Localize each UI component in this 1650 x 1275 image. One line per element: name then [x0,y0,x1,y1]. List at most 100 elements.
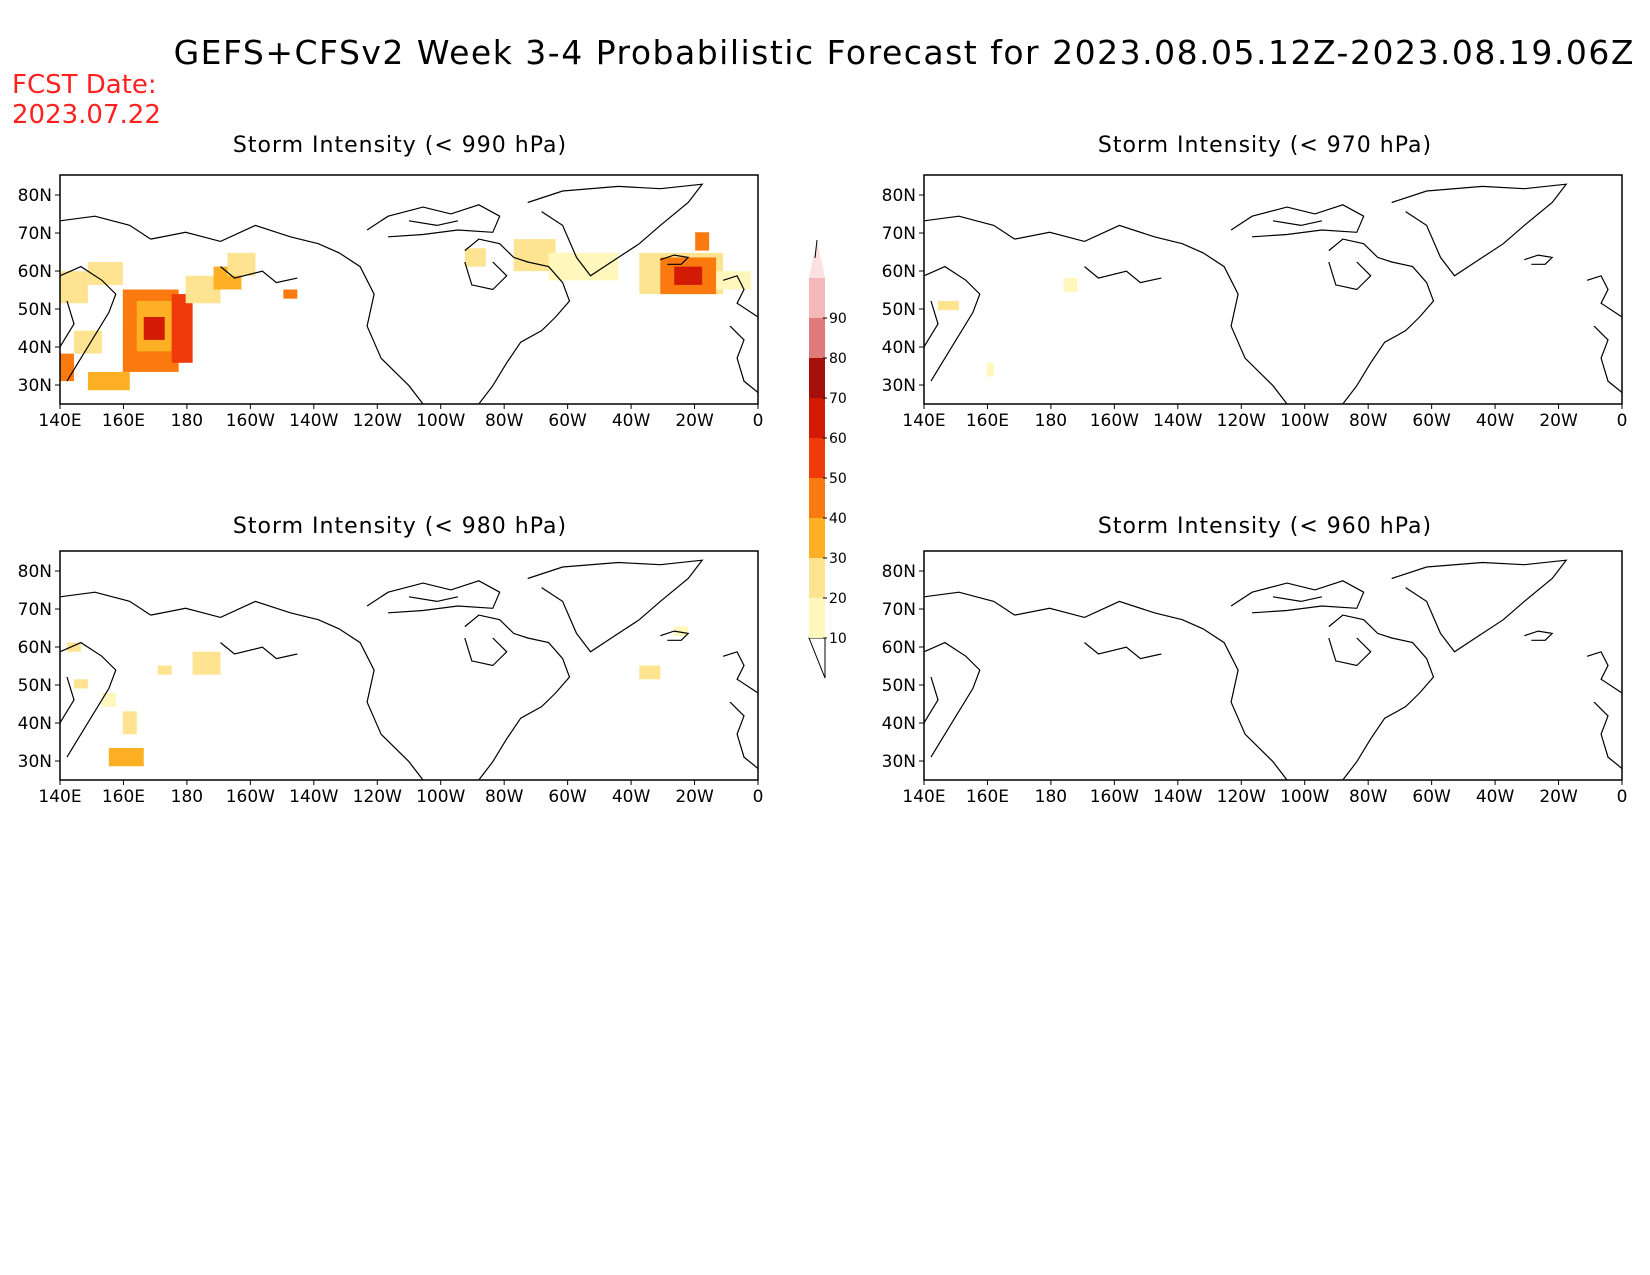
lat-tick-label: 40N [882,714,916,734]
coastline-segment [923,591,1016,616]
panel-990: Storm Intensity (< 990 hPa) 80N 70N 60N 50N… [18,133,764,431]
coastline-segment [464,637,508,667]
panel-970: Storm Intensity (< 970 hPa) 80N 70N 60N 50N… [882,133,1628,431]
coastline-segment [660,254,690,265]
colorbar-box [809,518,825,558]
coastline-segment [1391,559,1568,653]
coastline-segment [1230,580,1365,614]
probability-patch [73,330,102,354]
coastline-980 [59,559,759,781]
lon-tick-label: 80W [485,411,524,431]
coastline-segment [1328,614,1435,781]
lon-tick-label: 40W [612,411,651,431]
lat-tick-label: 70N [18,600,52,620]
probability-patch [639,665,661,680]
lon-tick-label: 140E [902,787,945,807]
lat-tick-label: 40N [18,714,52,734]
colorbar-edge [814,239,818,259]
lon-tick-label: 140E [902,411,945,431]
figure-title: GEFS+CFSv2 Week 3-4 Probabilistic Foreca… [174,33,1635,72]
lon-tick-label: 160E [966,787,1009,807]
colorbar-box [809,478,825,518]
coastline-segment [1586,275,1623,318]
colorbar-label: 80 [829,351,847,367]
probability-patch [1063,278,1078,292]
lon-tick-label: 140E [38,787,81,807]
probability-patch [695,232,710,251]
probability-patch [108,747,144,767]
probability-patch [157,665,172,675]
coastline-segment [366,580,501,614]
lon-tick-label: 120W [1217,787,1266,807]
coastline-segment [1084,642,1162,660]
lon-tick-label: 0 [1617,787,1628,807]
coastline-segment [464,238,571,405]
lon-tick-label: 20W [1539,787,1578,807]
lat-tick-label: 80N [882,562,916,582]
lon-tick-label: 140W [289,411,338,431]
lon-tick-label: 140W [1153,411,1202,431]
lon-tick-label: 180 [171,411,203,431]
coastline-segment [1084,266,1162,284]
lon-tick-label: 160E [966,411,1009,431]
lon-tick-label: 180 [1035,411,1067,431]
coastline-segment [1391,183,1568,277]
probability-patch [122,711,137,735]
coastline-segment [59,591,152,616]
lon-tick-label: 180 [171,787,203,807]
probability-patch [464,248,486,267]
lat-tick-label: 50N [882,300,916,320]
coastline-990 [59,183,759,405]
probability-patch [171,294,193,363]
probability-colorbar: 10 20 30 40 50 60 70 80 90 [808,239,847,679]
probability-patch [986,362,994,377]
lon-tick-label: 140E [38,411,81,431]
lat-tick-label: 80N [18,562,52,582]
coastline-segment [1328,637,1372,667]
lon-tick-label: 80W [1349,787,1388,807]
lon-tick-label: 80W [485,787,524,807]
lat-tick-label: 40N [18,338,52,358]
colorbar-box [809,598,825,638]
coastline-segment [464,614,571,781]
colorbar-label: 40 [829,511,847,527]
lon-tick-label: 140W [289,787,338,807]
lon-tick-label: 160W [226,787,275,807]
coastline-segment [408,596,459,603]
probability-patch [73,679,88,689]
fcst-date-value: 2023.07.22 [12,100,161,130]
lat-tick-label: 60N [882,638,916,658]
panel-title-980: Storm Intensity (< 980 hPa) [233,514,567,539]
probability-patch [101,692,116,707]
lon-tick-label: 20W [675,787,714,807]
lon-tick-label: 160W [226,411,275,431]
probability-field-980 [66,626,689,767]
probability-patch [283,289,298,299]
colorbar-box [809,438,825,478]
lon-tick-label: 120W [1217,411,1266,431]
colorbar-label: 20 [829,591,847,607]
probability-patch [227,252,256,276]
coastline-segment [923,215,1016,240]
coastline-segment [1014,224,1288,405]
coastline-segment [660,630,690,641]
coastline-segment [1586,651,1623,694]
map-960: 80N 70N 60N 50N 40N 30N 140E 160E 180 160W 140W 120… [882,550,1628,807]
coastline-segment [1328,261,1372,291]
panel-title-960: Storm Intensity (< 960 hPa) [1098,514,1432,539]
map-980: 80N 70N 60N 50N 40N 30N 140E 160E 180 160W 140W 120… [18,550,763,807]
coastline-segment [1593,325,1623,393]
lon-tick-label: 60W [548,411,587,431]
lon-tick-label: 40W [612,787,651,807]
lat-tick-label: 80N [882,186,916,206]
lat-tick-label: 30N [18,752,52,772]
probability-patch [87,371,130,391]
coastline-segment [59,641,117,758]
coastline-segment [923,265,981,382]
probability-field-990 [60,232,752,391]
lon-tick-label: 20W [675,411,714,431]
map-frame [923,174,1623,405]
coastline-segment [59,215,152,240]
coastline-segment [729,325,759,393]
